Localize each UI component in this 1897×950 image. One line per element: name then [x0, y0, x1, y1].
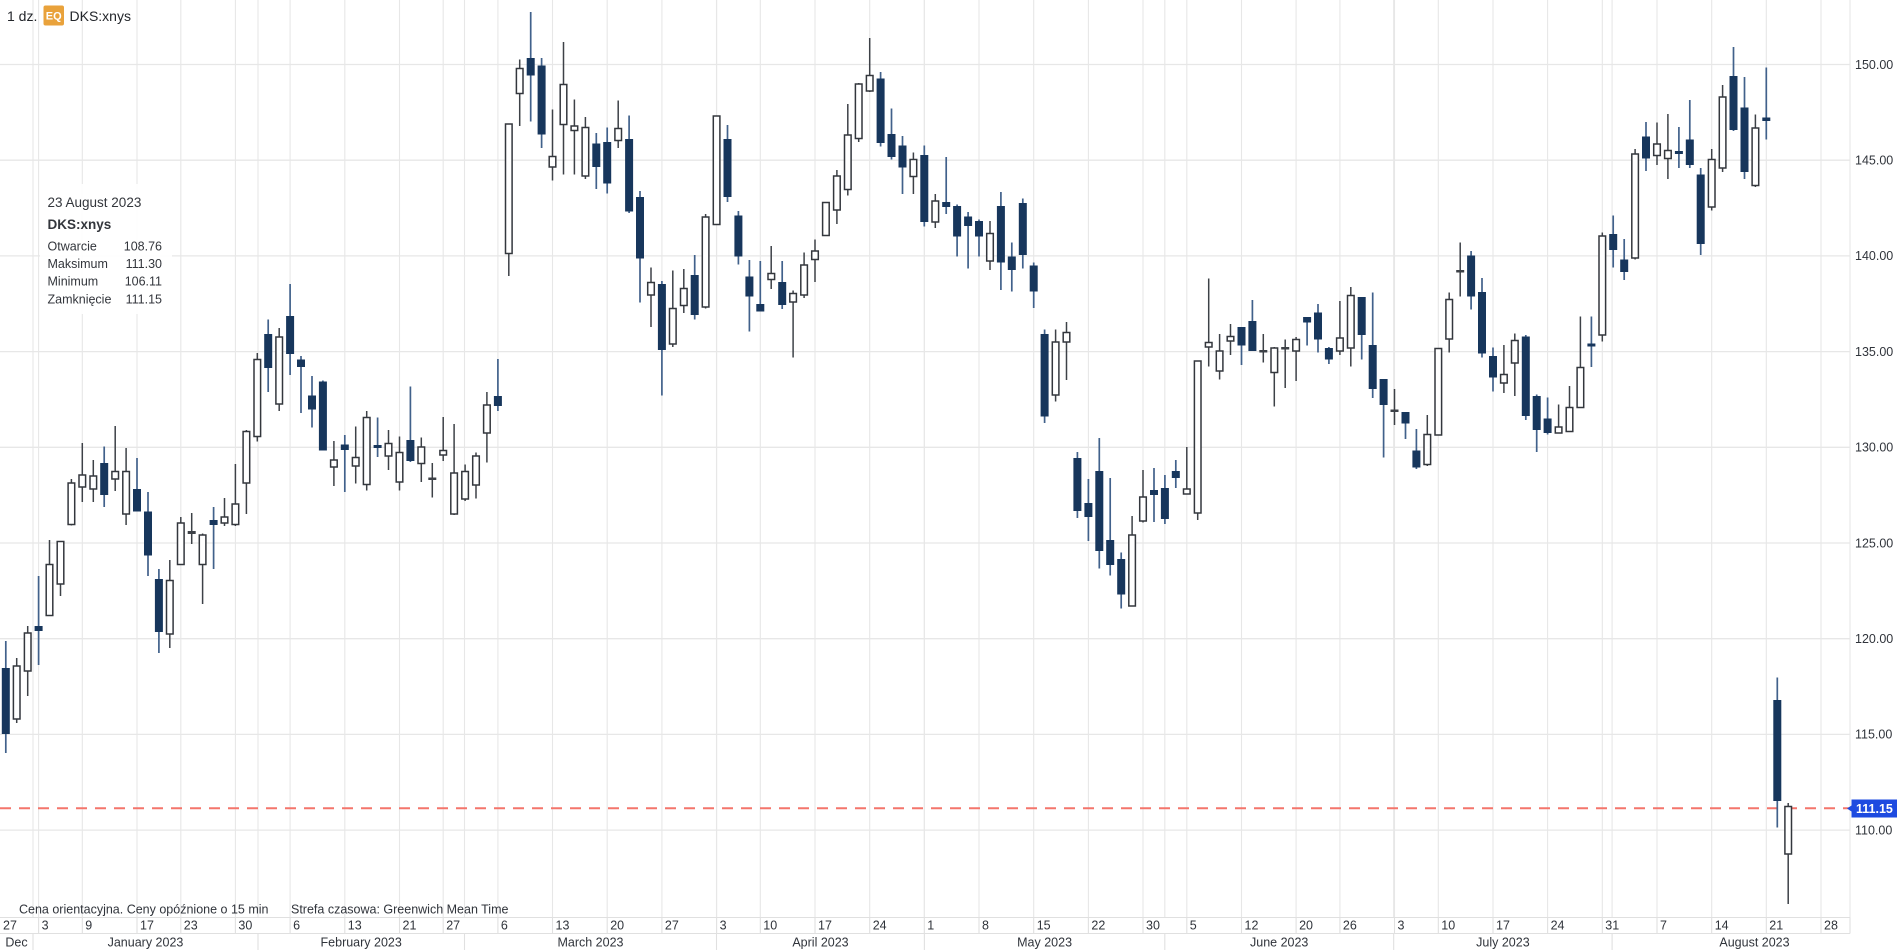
- svg-text:6: 6: [501, 919, 508, 933]
- svg-text:15: 15: [1037, 919, 1051, 933]
- svg-text:17: 17: [818, 919, 832, 933]
- svg-text:1: 1: [927, 919, 934, 933]
- svg-text:27: 27: [665, 919, 679, 933]
- svg-text:20: 20: [610, 919, 624, 933]
- svg-text:145.00: 145.00: [1855, 154, 1893, 168]
- svg-text:111.15: 111.15: [126, 292, 162, 306]
- svg-text:Minimum: Minimum: [48, 275, 99, 289]
- svg-text:May 2023: May 2023: [1017, 936, 1072, 950]
- svg-text:21: 21: [1769, 919, 1783, 933]
- svg-text:115.00: 115.00: [1855, 728, 1892, 742]
- svg-text:24: 24: [873, 919, 887, 933]
- svg-text:111.15: 111.15: [1856, 802, 1893, 816]
- svg-text:Otwarcie: Otwarcie: [48, 240, 97, 254]
- svg-text:7: 7: [1660, 919, 1667, 933]
- svg-text:July 2023: July 2023: [1476, 936, 1530, 950]
- svg-text:150.00: 150.00: [1855, 58, 1893, 72]
- svg-text:August 2023: August 2023: [1719, 936, 1789, 950]
- svg-text:106.11: 106.11: [125, 275, 162, 289]
- svg-text:DKS:xnys: DKS:xnys: [70, 8, 131, 24]
- svg-text:17: 17: [1496, 919, 1510, 933]
- svg-text:30: 30: [238, 919, 252, 933]
- svg-text:28: 28: [1824, 919, 1838, 933]
- svg-text:140.00: 140.00: [1855, 249, 1893, 263]
- svg-text:24: 24: [1551, 919, 1565, 933]
- svg-text:Zamknięcie: Zamknięcie: [48, 292, 112, 306]
- svg-text:125.00: 125.00: [1855, 536, 1893, 550]
- svg-text:120.00: 120.00: [1855, 632, 1893, 646]
- svg-text:3: 3: [42, 919, 49, 933]
- svg-text:31: 31: [1605, 919, 1619, 933]
- svg-text:DKS:xnys: DKS:xnys: [48, 217, 112, 232]
- svg-text:10: 10: [1441, 919, 1455, 933]
- svg-text:Cena orientacyjna. Ceny opóźni: Cena orientacyjna. Ceny opóźnione o 15 m…: [19, 903, 269, 917]
- svg-text:135.00: 135.00: [1855, 345, 1893, 359]
- svg-text:1 dz.: 1 dz.: [7, 8, 37, 24]
- svg-text:Dec: Dec: [5, 936, 27, 950]
- svg-text:5: 5: [1190, 919, 1197, 933]
- svg-text:130.00: 130.00: [1855, 441, 1893, 455]
- svg-text:22: 22: [1091, 919, 1105, 933]
- svg-text:111.30: 111.30: [126, 257, 162, 271]
- svg-text:13: 13: [348, 919, 362, 933]
- svg-text:21: 21: [403, 919, 417, 933]
- svg-text:9: 9: [85, 919, 92, 933]
- svg-text:23: 23: [184, 919, 198, 933]
- svg-text:April 2023: April 2023: [792, 936, 848, 950]
- svg-text:3: 3: [720, 919, 727, 933]
- svg-text:Maksimum: Maksimum: [48, 257, 108, 271]
- svg-text:6: 6: [293, 919, 300, 933]
- svg-text:26: 26: [1343, 919, 1357, 933]
- svg-text:EQ: EQ: [46, 11, 62, 23]
- svg-text:23 August 2023: 23 August 2023: [48, 195, 142, 210]
- svg-text:27: 27: [446, 919, 460, 933]
- svg-text:10: 10: [763, 919, 777, 933]
- svg-text:20: 20: [1299, 919, 1313, 933]
- svg-text:8: 8: [982, 919, 989, 933]
- svg-text:March 2023: March 2023: [557, 936, 623, 950]
- svg-text:February 2023: February 2023: [321, 936, 402, 950]
- svg-text:27: 27: [3, 919, 17, 933]
- svg-text:Strefa czasowa: Greenwich Mean: Strefa czasowa: Greenwich Mean Time: [291, 903, 508, 917]
- svg-text:17: 17: [140, 919, 154, 933]
- svg-text:110.00: 110.00: [1855, 823, 1892, 837]
- svg-text:14: 14: [1715, 919, 1729, 933]
- svg-text:13: 13: [556, 919, 570, 933]
- svg-text:June 2023: June 2023: [1250, 936, 1308, 950]
- svg-text:30: 30: [1146, 919, 1160, 933]
- svg-text:3: 3: [1398, 919, 1405, 933]
- svg-text:108.76: 108.76: [124, 240, 162, 254]
- svg-text:January 2023: January 2023: [108, 936, 184, 950]
- svg-text:12: 12: [1245, 919, 1259, 933]
